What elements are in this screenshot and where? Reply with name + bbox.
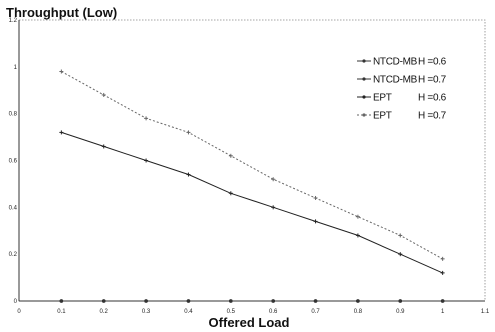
legend-item: EPT H =0.7 [357,111,447,122]
legend-item: EPT H =0.6 [357,93,447,104]
data-point [101,92,106,97]
data-point [398,233,403,238]
legend-marker [362,113,366,117]
data-point [59,130,64,135]
x-tick-label: 0 [17,309,21,315]
data-point [440,256,445,261]
series-3 [59,69,445,261]
data-point [313,219,318,224]
data-point [144,158,149,163]
data-point [398,299,403,303]
x-tick-label: 0.7 [311,309,320,315]
legend-item: NTCD-MB H =0.6 [357,57,447,68]
x-tick-label: 0.2 [100,309,109,315]
data-point [144,299,148,303]
data-point [440,299,445,303]
legend-marker [362,59,366,63]
legend-item: NTCD-MB H =0.7 [357,75,447,86]
y-tick-labels: 0 0.2 0.4 0.6 0.8 1 1.2 [9,18,18,305]
x-tick-label: 1 [441,309,445,315]
y-tick-label: 1 [14,65,18,71]
series-1 [59,299,445,303]
x-tick-label: 0.8 [354,309,363,315]
data-point [313,299,318,303]
data-point [144,116,149,121]
data-point [228,191,233,196]
y-tick-label: 1.2 [9,18,18,24]
y-tick-label: 0.2 [9,252,18,258]
data-point [440,270,445,275]
x-tick-label: 0.1 [57,309,66,315]
series-2 [59,130,445,275]
x-tick-label: 1.1 [481,309,490,315]
data-point [228,153,233,158]
data-point [101,144,106,149]
x-tick-label: 0.4 [184,309,193,315]
data-point [356,299,360,303]
x-axis-label: Offered Load [209,315,290,330]
legend-series-name: EPT [373,111,392,122]
y-tick-label: 0.4 [9,205,18,211]
legend-series-name: EPT [373,93,392,104]
x-tick-label: 0.9 [396,309,405,315]
x-tick-label: 0.6 [269,309,278,315]
data-point [59,69,64,74]
data-point [313,195,318,200]
data-point [271,205,276,210]
legend-series-name: NTCD-MB [373,75,418,86]
series-line [61,71,443,260]
x-tick-labels: 0 0.1 0.2 0.3 0.4 0.5 0.6 0.7 0.8 0.9 1 1.1 [17,309,490,315]
data-point [186,130,191,135]
x-tick-label: 0.5 [227,309,236,315]
data-point [186,172,191,177]
data-point [271,177,276,182]
legend-h-label: H =0.7 [418,111,447,122]
x-tick-label: 0.3 [142,309,151,315]
y-tick-label: 0.6 [9,159,18,165]
legend-series-name: NTCD-MB [373,57,418,68]
data-point [59,299,64,303]
chart-title: Throughput (Low) [6,5,117,20]
series-line [61,131,443,274]
data-point [398,252,403,257]
legend-h-label: H =0.7 [418,75,447,86]
legend-marker [362,95,366,99]
data-point [101,299,106,303]
series-layer [59,69,445,303]
data-point [271,299,275,303]
data-point [229,299,233,303]
y-tick-label: 0.8 [9,112,18,118]
legend-h-label: H =0.6 [418,93,447,104]
y-tick-label: 0 [14,299,18,305]
data-point [355,233,360,238]
legend-marker [362,77,366,81]
data-point [186,299,191,303]
data-point [355,214,360,219]
legend-h-label: H =0.6 [418,57,447,68]
